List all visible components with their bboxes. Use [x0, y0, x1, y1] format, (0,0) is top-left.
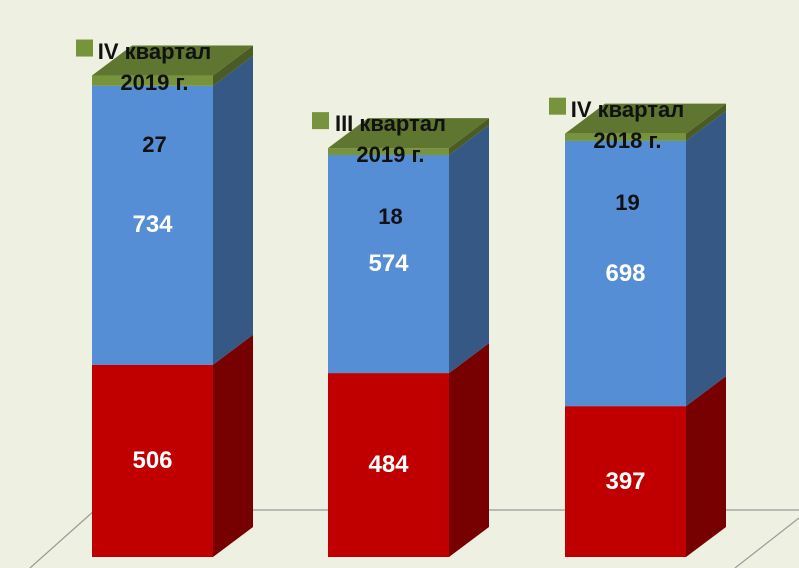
- category-label: IV квартал 2018 г.: [570, 96, 685, 153]
- bar-top: [92, 45, 253, 76]
- value-label: 18: [378, 204, 403, 230]
- value-label: 734: [132, 211, 173, 239]
- label-key: [312, 112, 329, 130]
- bar-top: [328, 118, 489, 149]
- label-key: [549, 97, 566, 115]
- bar-side: [449, 124, 489, 374]
- label-key: [76, 39, 93, 57]
- value-label: 27: [142, 131, 167, 157]
- bar-side: [686, 110, 726, 407]
- bar-segment: [328, 154, 449, 374]
- bar-side: [686, 376, 726, 557]
- bar-side: [213, 55, 253, 365]
- value-label: 574: [368, 250, 409, 278]
- bar-segment: [92, 75, 213, 86]
- value-label: 484: [368, 451, 409, 479]
- bar-side: [213, 45, 253, 86]
- bar-segment: [565, 133, 686, 141]
- bar-side: [213, 334, 253, 557]
- bar-side: [449, 118, 489, 155]
- bar-segment: [328, 148, 449, 155]
- bar-segment: [92, 364, 213, 557]
- bar-top: [565, 103, 726, 134]
- floor-edge: [29, 509, 96, 568]
- bar-segment: [565, 140, 686, 407]
- category-label: IV квартал 2019 г.: [97, 38, 212, 95]
- floor-edge: [734, 517, 799, 568]
- bar-side: [449, 343, 489, 557]
- value-label: 19: [615, 189, 640, 215]
- bar-side: [686, 103, 726, 141]
- value-label: 397: [605, 467, 646, 495]
- category-label: III квартал 2019 г.: [334, 111, 447, 168]
- value-label: 506: [132, 446, 173, 474]
- bar-segment: [92, 85, 213, 365]
- value-label: 698: [605, 259, 646, 287]
- bar-segment: [328, 373, 449, 557]
- bar-segment: [565, 406, 686, 557]
